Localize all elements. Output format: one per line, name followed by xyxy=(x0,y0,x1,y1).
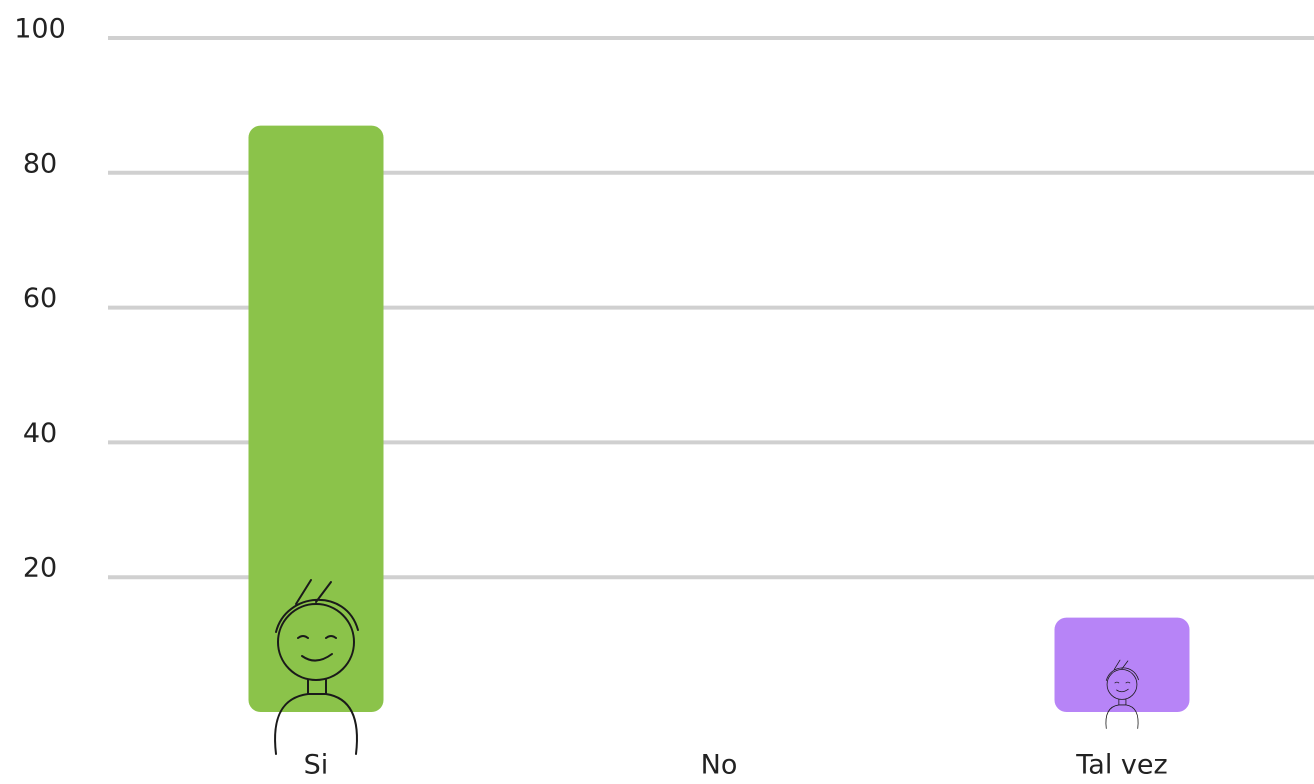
y-tick-label: 20 xyxy=(23,553,57,584)
figure-smile xyxy=(301,653,333,662)
bar xyxy=(1054,617,1190,712)
figure-hair xyxy=(275,579,359,633)
figure-eyes xyxy=(297,635,337,639)
x-tick-label: No xyxy=(701,750,738,781)
bar xyxy=(248,125,384,713)
y-tick-label: 60 xyxy=(23,283,57,314)
x-tick-label: Tal vez xyxy=(1075,750,1167,781)
figure-eyes xyxy=(1114,681,1131,684)
y-tick-label: 100 xyxy=(14,14,66,45)
figure-body xyxy=(274,679,358,755)
figure-head xyxy=(1106,669,1138,700)
bar-figure xyxy=(1105,659,1139,729)
y-tick-label: 40 xyxy=(23,418,57,449)
bar-figure xyxy=(274,579,359,755)
figure-body xyxy=(1105,699,1139,729)
x-tick-label: Si xyxy=(304,750,329,781)
y-tick-label: 80 xyxy=(23,148,57,179)
figure-hair xyxy=(1105,659,1139,681)
figure-head xyxy=(277,603,355,681)
figure-smile xyxy=(1116,688,1129,693)
